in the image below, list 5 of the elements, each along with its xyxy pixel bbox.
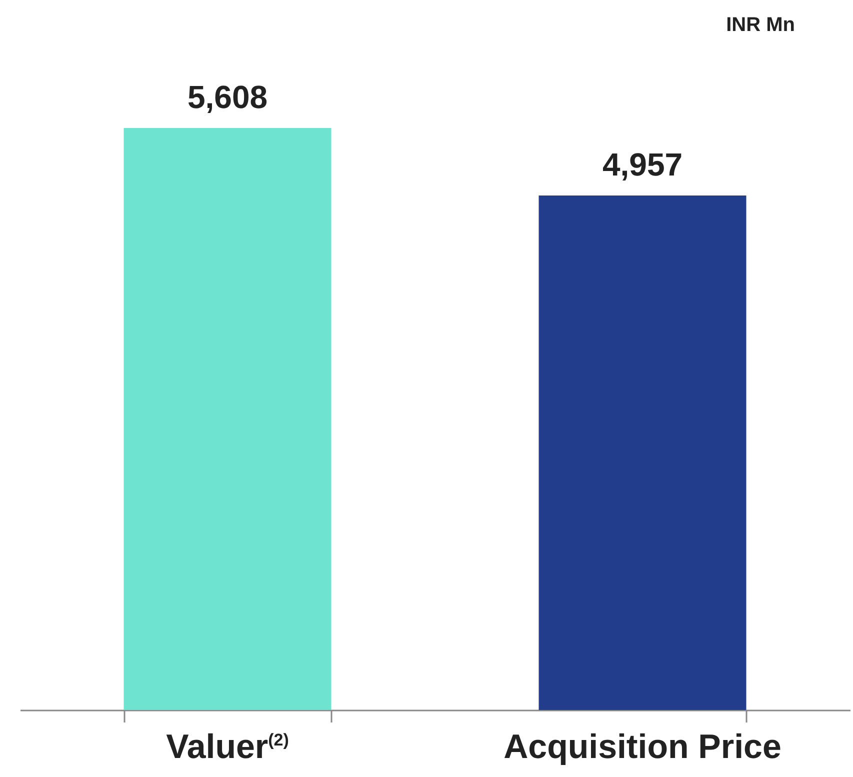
x-tick-label: Acquisition Price: [502, 728, 782, 767]
data-label: 5,608: [187, 79, 268, 115]
x-tick-label: Valuer$^{(2)}$: [165, 728, 290, 767]
data-label: 4,957: [602, 146, 683, 183]
y-axis-title: INR Mn: [726, 14, 795, 37]
